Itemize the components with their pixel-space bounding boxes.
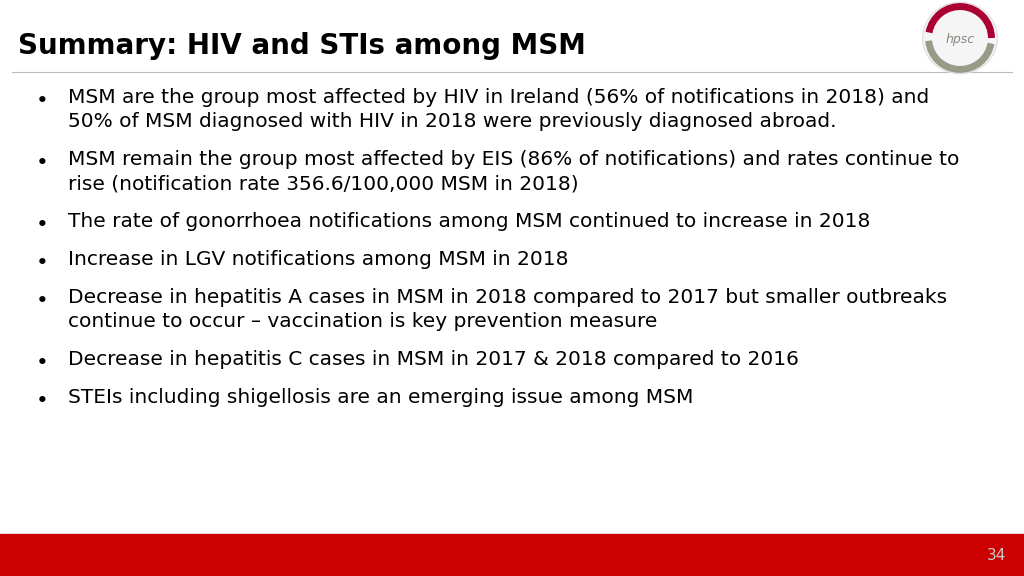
Text: •: • <box>36 153 48 173</box>
Text: The rate of gonorrhoea notifications among MSM continued to increase in 2018: The rate of gonorrhoea notifications amo… <box>68 212 870 231</box>
Text: Increase in LGV notifications among MSM in 2018: Increase in LGV notifications among MSM … <box>68 250 568 269</box>
Text: •: • <box>36 353 48 373</box>
Text: 34: 34 <box>987 548 1006 563</box>
Text: •: • <box>36 291 48 311</box>
Text: •: • <box>36 391 48 411</box>
Text: •: • <box>36 253 48 273</box>
Text: STEIs including shigellosis are an emerging issue among MSM: STEIs including shigellosis are an emerg… <box>68 388 693 407</box>
Text: MSM remain the group most affected by EIS (86% of notifications) and rates conti: MSM remain the group most affected by EI… <box>68 150 959 194</box>
Text: Summary: HIV and STIs among MSM: Summary: HIV and STIs among MSM <box>18 32 586 60</box>
Text: hpsc: hpsc <box>945 33 975 47</box>
Ellipse shape <box>923 2 997 74</box>
Text: MSM are the group most affected by HIV in Ireland (56% of notifications in 2018): MSM are the group most affected by HIV i… <box>68 88 929 131</box>
Text: Decrease in hepatitis A cases in MSM in 2018 compared to 2017 but smaller outbre: Decrease in hepatitis A cases in MSM in … <box>68 288 947 331</box>
Text: •: • <box>36 215 48 235</box>
Text: •: • <box>36 91 48 111</box>
Text: Decrease in hepatitis C cases in MSM in 2017 & 2018 compared to 2016: Decrease in hepatitis C cases in MSM in … <box>68 350 799 369</box>
Bar <box>0 534 1024 576</box>
